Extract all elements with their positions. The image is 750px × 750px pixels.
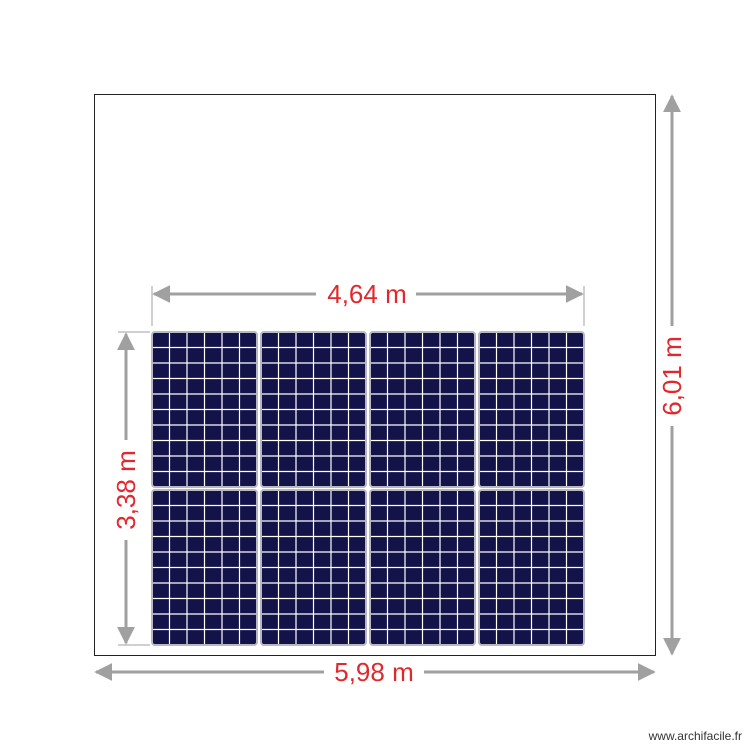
total-width-label: 5,98 m bbox=[334, 657, 414, 687]
roof-outline bbox=[94, 94, 656, 656]
solar-panel bbox=[260, 331, 367, 488]
solar-panel bbox=[151, 489, 258, 646]
solar-panel-array bbox=[151, 331, 585, 646]
solar-panel bbox=[369, 489, 476, 646]
array-width-label: 4,64 m bbox=[327, 279, 407, 309]
solar-panel bbox=[151, 331, 258, 488]
solar-panel bbox=[478, 489, 585, 646]
total-height-label: 6,01 m bbox=[657, 336, 687, 416]
watermark: www.archifacile.fr bbox=[648, 729, 742, 743]
solar-panel bbox=[478, 331, 585, 488]
array-height-label: 3,38 m bbox=[111, 450, 141, 530]
solar-panel bbox=[369, 331, 476, 488]
solar-panel bbox=[260, 489, 367, 646]
